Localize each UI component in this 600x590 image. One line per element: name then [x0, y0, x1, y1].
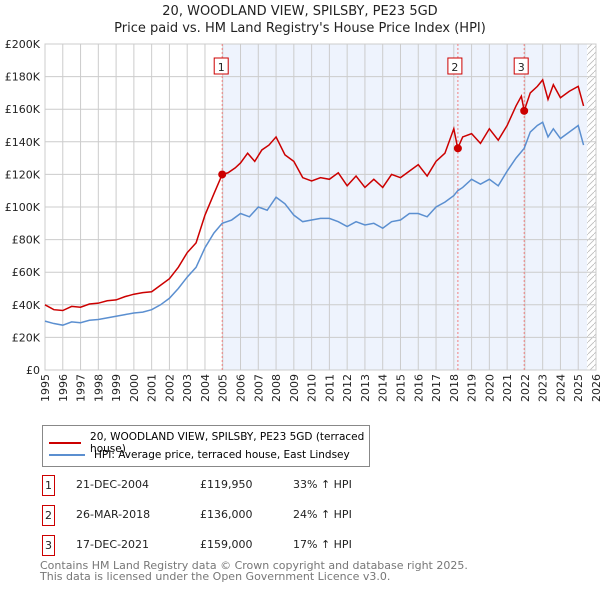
x-tick-label: 1997	[75, 374, 88, 402]
y-tick-label: £100K	[5, 201, 41, 214]
y-tick-label: £40K	[12, 299, 41, 312]
sale-marker-badge: 2	[42, 505, 55, 526]
sale-label-box	[447, 57, 463, 75]
x-tick-label: 2014	[377, 374, 390, 402]
x-tick-label: 2011	[323, 374, 336, 402]
legend: 20, WOODLAND VIEW, SPILSBY, PE23 5GD (te…	[42, 425, 370, 467]
blue-line-swatch	[49, 454, 85, 456]
x-tick-label: 2009	[288, 374, 301, 402]
x-tick-label: 2002	[163, 374, 176, 402]
x-tick-label: 2000	[128, 374, 141, 402]
y-tick-label: £60K	[12, 266, 41, 279]
x-tick-label: 2008	[270, 374, 283, 402]
sale-marker-badge: 3	[42, 535, 55, 556]
x-tick-label: 1999	[110, 374, 123, 402]
x-tick-label: 2007	[252, 374, 265, 402]
chart-title: 20, WOODLAND VIEW, SPILSBY, PE23 5GD	[162, 4, 438, 19]
x-tick-label: 2004	[199, 374, 212, 402]
y-tick-label: £80K	[12, 234, 41, 247]
y-tick-label: £140K	[5, 136, 41, 149]
y-tick-label: £0	[26, 364, 40, 377]
x-tick-label: 1998	[92, 374, 105, 402]
x-tick-label: 2023	[537, 374, 550, 402]
x-tick-label: 2012	[341, 374, 354, 402]
price-chart: 1995 1996 1997 1998 1999 2000 2001 2002 2003 2004…	[5, 38, 600, 402]
x-tick-label: 2005	[217, 374, 230, 402]
x-tick-label: 1996	[57, 374, 70, 402]
y-tick-label: £160K	[5, 103, 41, 116]
x-tick-label: 2001	[146, 374, 159, 402]
legend-label: HPI: Average price, terraced house, East…	[94, 449, 350, 461]
x-tick-label: 2006	[235, 374, 248, 402]
sale-marker-badge: 1	[42, 475, 55, 496]
x-tick-label: 2013	[359, 374, 372, 402]
x-tick-label: 2003	[181, 374, 194, 402]
sale-price: £136,000	[200, 508, 253, 521]
footer-line: Contains HM Land Registry data © Crown c…	[40, 559, 468, 572]
legend-item-hpi: HPI: Average price, terraced house, East…	[49, 449, 350, 461]
sale-date: 21-DEC-2004	[76, 478, 150, 491]
sale-label: 2	[451, 61, 458, 74]
x-tick-label: 2015	[394, 374, 407, 402]
legend-label: 20, WOODLAND VIEW, SPILSBY, PE23 5GD (te…	[90, 431, 365, 455]
x-tick-label: 2021	[501, 374, 514, 402]
footer: Contains HM Land Registry data © Crown c…	[40, 560, 468, 582]
sale-date: 26-MAR-2018	[76, 508, 151, 521]
legend-item-property: 20, WOODLAND VIEW, SPILSBY, PE23 5GD (te…	[49, 431, 369, 455]
x-tick-label: 2026	[590, 374, 600, 402]
hpi-line	[44, 121, 585, 326]
sale-point	[218, 170, 227, 179]
hpi-change: 33% ↑ HPI	[293, 478, 352, 491]
y-tick-label: £200K	[5, 38, 41, 51]
sale-label: 3	[518, 61, 525, 74]
x-tick-label: 2024	[554, 374, 567, 402]
chart-subtitle: Price paid vs. HM Land Registry's House …	[114, 21, 486, 36]
price-paid-line	[44, 78, 585, 312]
sale-label-box	[513, 57, 529, 75]
sale-price: £119,950	[200, 478, 253, 491]
x-tick-label: 2010	[306, 374, 319, 402]
x-tick-label: 2022	[519, 374, 532, 402]
sale-price: £159,000	[200, 538, 253, 551]
red-line-swatch	[49, 442, 82, 444]
hpi-change: 17% ↑ HPI	[293, 538, 352, 551]
y-tick-label: £180K	[5, 71, 41, 84]
x-tick-label: 2016	[412, 374, 425, 402]
footer-line: This data is licensed under the Open Gov…	[40, 570, 391, 583]
sale-point	[520, 106, 529, 115]
plot-border	[44, 43, 597, 371]
sale-point	[453, 144, 462, 153]
sale-date: 17-DEC-2021	[76, 538, 150, 551]
x-tick-label: 1995	[39, 374, 52, 402]
x-tick-label: 2017	[430, 374, 443, 402]
x-tick-label: 2020	[483, 374, 496, 402]
sale-label-box	[213, 57, 229, 75]
hpi-change: 24% ↑ HPI	[293, 508, 352, 521]
x-tick-label: 2018	[448, 374, 461, 402]
x-tick-label: 2019	[466, 374, 479, 402]
sale-label: 1	[218, 61, 225, 74]
y-tick-label: £120K	[5, 168, 41, 181]
x-tick-label: 2025	[572, 374, 585, 402]
y-tick-label: £20K	[12, 331, 41, 344]
